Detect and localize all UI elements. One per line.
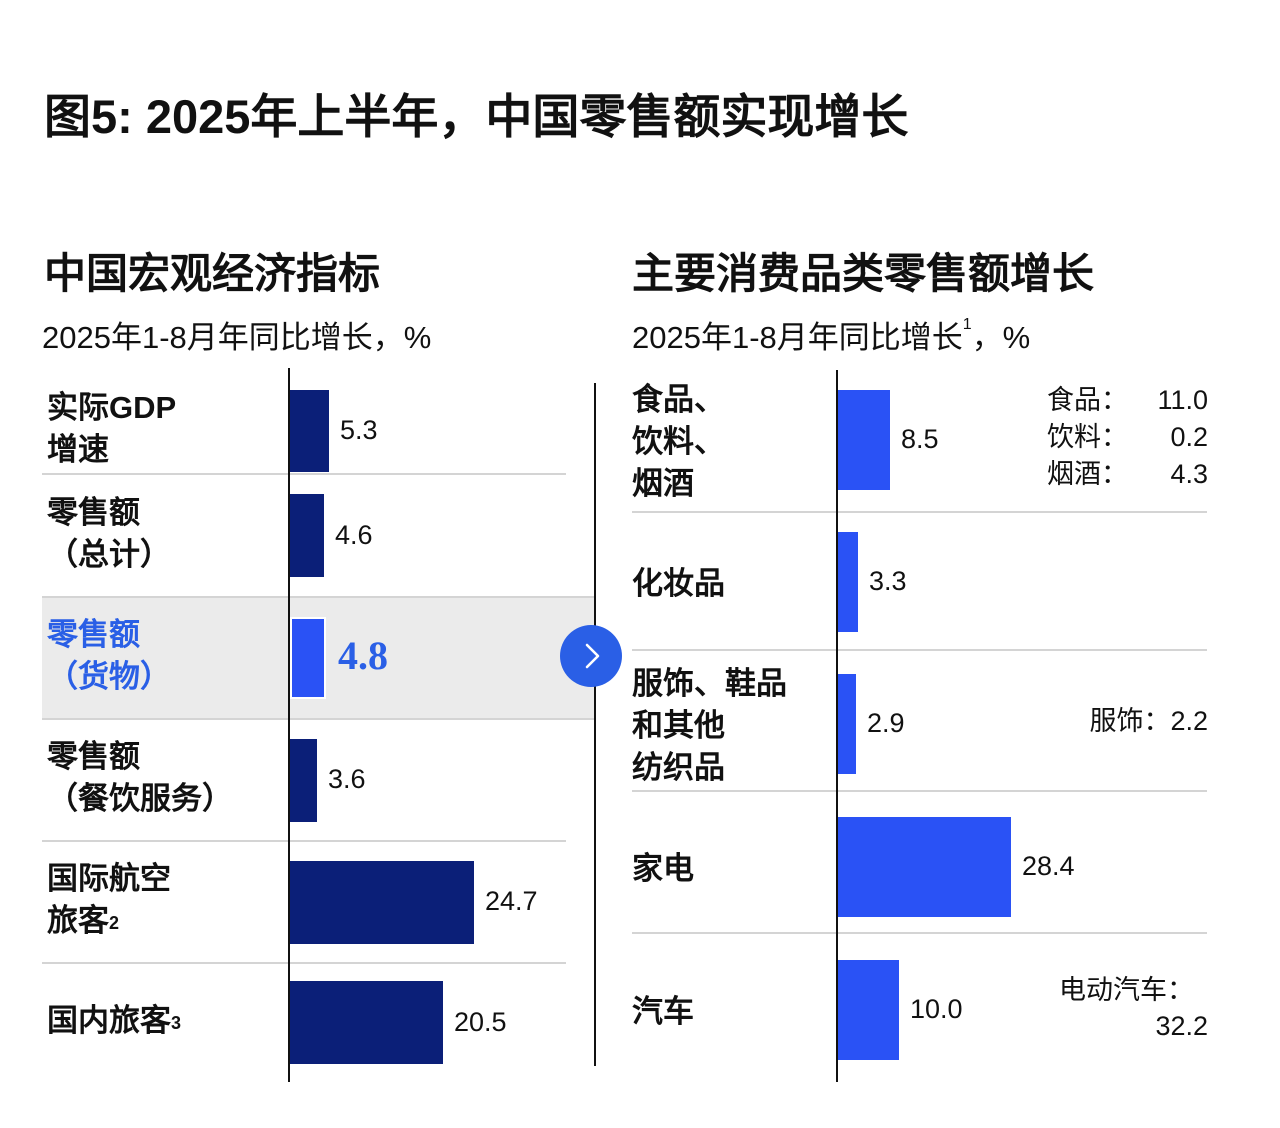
right-row-label-line: 饮料、 xyxy=(632,421,725,463)
breakdown-annotation: 食品： 11.0 饮料： 0.2 烟酒： 4.3 xyxy=(1047,382,1208,493)
annotation-key: 饮料： xyxy=(1047,419,1128,456)
right-row-label: 家电 xyxy=(632,848,694,890)
bar-value-label: 4.8 xyxy=(338,632,388,679)
row-separator xyxy=(632,790,1207,792)
bar xyxy=(290,739,317,822)
annotation-key: 烟酒： xyxy=(1047,456,1128,493)
next-button[interactable] xyxy=(560,625,622,687)
bar-value-label: 3.3 xyxy=(869,566,907,597)
left-row-label: 国内旅客3 xyxy=(47,1000,181,1042)
bar-value-label: 24.7 xyxy=(485,886,538,917)
bar xyxy=(290,861,474,944)
annotation-value: 11.0 xyxy=(1128,382,1208,419)
left-row-label-line: 实际GDP xyxy=(47,387,176,429)
right-row-label: 食品、 饮料、 烟酒 xyxy=(632,379,725,505)
bar-value-label: 4.6 xyxy=(335,520,373,551)
bar-value-label: 10.0 xyxy=(910,994,963,1025)
annotation-value: 2.2 xyxy=(1170,703,1208,740)
bar-value-label: 3.6 xyxy=(328,764,366,795)
left-row-label-line: （总计） xyxy=(47,534,171,576)
right-row-label-line: 汽车 xyxy=(632,991,694,1033)
annotation-line: 32.2 xyxy=(1059,1008,1208,1044)
bar-value-label: 20.5 xyxy=(454,1007,507,1038)
right-row-label: 服饰、鞋品 和其他 纺织品 xyxy=(632,663,787,789)
right-row-label-line: 化妆品 xyxy=(632,563,725,605)
right-panel-title: 主要消费品类零售额增长 xyxy=(632,240,1094,301)
bar xyxy=(838,674,856,774)
bar xyxy=(290,981,443,1064)
bar xyxy=(290,494,324,577)
right-row-label: 化妆品 xyxy=(632,563,725,605)
panel-divider xyxy=(594,383,596,1066)
left-row-label-line: （货物） xyxy=(47,656,171,698)
left-row-label: 零售额 （货物） xyxy=(47,614,171,698)
right-panel-subtitle: 2025年1-8月年同比增长1，% xyxy=(632,312,1030,357)
right-axis-line xyxy=(836,370,838,1082)
right-row-label-line: 家电 xyxy=(632,848,694,890)
row-separator xyxy=(42,718,595,720)
bar xyxy=(838,532,858,632)
footnote-1: 1 xyxy=(963,316,972,333)
row-separator xyxy=(42,473,566,475)
bar xyxy=(290,617,326,699)
right-row-label-line: 食品、 xyxy=(632,379,725,421)
chevron-right-icon xyxy=(560,625,622,687)
left-row-label-line: 旅客2 xyxy=(47,900,171,942)
left-panel-title: 中国宏观经济指标 xyxy=(44,240,380,301)
bar xyxy=(838,390,890,490)
left-row-label-line: 零售额 xyxy=(47,492,171,534)
right-row-label-line: 服饰、鞋品 xyxy=(632,663,787,705)
bar-value-label: 2.9 xyxy=(867,708,905,739)
row-separator xyxy=(42,840,566,842)
bar-value-label: 8.5 xyxy=(901,424,939,455)
row-separator xyxy=(632,511,1207,513)
left-row-label-line: 零售额 xyxy=(47,614,171,656)
bar xyxy=(838,817,1011,917)
left-row-label: 实际GDP 增速 xyxy=(47,387,176,471)
row-separator xyxy=(42,596,595,598)
annotation-value: 4.3 xyxy=(1128,456,1208,493)
right-subtitle-main: 2025年1-8月年同比增长 xyxy=(632,320,963,355)
footnote-marker: 3 xyxy=(171,1013,181,1033)
annotation-key: 服饰： xyxy=(1089,703,1170,740)
left-row-label: 国际航空 旅客2 xyxy=(47,858,171,942)
right-row-label-line: 烟酒 xyxy=(632,463,725,505)
left-row-label-line: 增速 xyxy=(47,429,176,471)
bar xyxy=(290,390,329,472)
right-subtitle-tail: ，% xyxy=(972,320,1031,355)
annotation-value: 0.2 xyxy=(1128,419,1208,456)
left-row-label-line: （餐饮服务） xyxy=(47,778,233,820)
right-row-label: 汽车 xyxy=(632,991,694,1033)
left-row-label: 零售额 （餐饮服务） xyxy=(47,736,233,820)
breakdown-annotation: 服饰： 2.2 xyxy=(1089,703,1208,740)
bar-value-label: 28.4 xyxy=(1022,851,1075,882)
footnote-marker: 2 xyxy=(109,913,119,933)
row-separator xyxy=(632,649,1207,651)
right-row-label-line: 纺织品 xyxy=(632,747,787,789)
left-row-label-line: 国际航空 xyxy=(47,858,171,900)
left-panel-subtitle: 2025年1-8月年同比增长，% xyxy=(42,312,431,357)
right-row-label-line: 和其他 xyxy=(632,705,787,747)
left-axis-line xyxy=(288,368,290,1082)
row-separator xyxy=(42,962,566,964)
annotation-line: 电动汽车： xyxy=(1059,972,1194,1008)
ev-annotation: 电动汽车： 32.2 xyxy=(1059,972,1208,1044)
left-row-label-line: 国内旅客3 xyxy=(47,1000,181,1042)
row-separator xyxy=(632,932,1207,934)
annotation-key: 食品： xyxy=(1047,382,1128,419)
left-row-label: 零售额 （总计） xyxy=(47,492,171,576)
page-title: 图5: 2025年上半年，中国零售额实现增长 xyxy=(44,78,908,147)
bar xyxy=(838,960,899,1060)
left-row-label-line: 零售额 xyxy=(47,736,233,778)
bar-value-label: 5.3 xyxy=(340,415,378,446)
